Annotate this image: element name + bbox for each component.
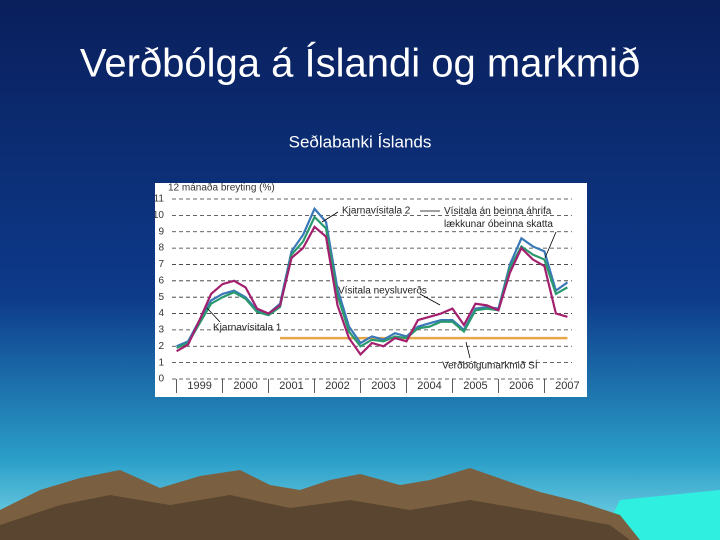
annotation-arrow — [419, 293, 441, 306]
target-label: Verðbólgumarkmið SÍ — [442, 359, 538, 372]
x-tick-label: 2003 — [371, 380, 395, 392]
y-tick-label: 3 — [158, 325, 164, 336]
chart-area — [155, 183, 587, 397]
x-tick-label: 2004 — [417, 380, 441, 392]
y-tick-label: 0 — [158, 374, 164, 385]
slide-title: Verðbólga á Íslandi og markmið — [80, 41, 640, 86]
y-tick-label: 8 — [158, 243, 164, 254]
chart: 12 mánaða breyting (%) 0 1 2 3 4 5 6 7 8 9 10 11 1999… — [153, 182, 580, 393]
series-line — [176, 225, 568, 357]
annotation-arrow — [544, 231, 557, 259]
y-tick-label: 2 — [158, 341, 164, 352]
legend-label: Vísitala neysluverðs — [338, 285, 427, 297]
annotation-arrow — [321, 211, 339, 223]
legend-label: Kjarnavísitala 2 — [342, 206, 411, 217]
annotation-arrow — [465, 341, 471, 359]
mountains-front — [0, 495, 630, 540]
y-tick-label: 11 — [154, 194, 165, 205]
x-tick-label: 2006 — [509, 380, 533, 392]
y-tick-label: 9 — [158, 226, 164, 237]
x-tick-label: 1999 — [187, 380, 211, 392]
y-tick-label: 5 — [158, 292, 164, 303]
x-tick-label: 2001 — [279, 380, 303, 392]
legend-label: Kjarnavísitala 1 — [213, 323, 282, 334]
x-tick-label: 2002 — [325, 380, 349, 392]
y-tick-label: 6 — [158, 275, 164, 286]
y-tick-label: 4 — [158, 308, 164, 319]
y-tick-label: 10 — [153, 210, 165, 221]
x-tick-label: 2007 — [555, 380, 579, 392]
slide-subtitle: Seðlabanki Íslands — [289, 132, 432, 151]
y-axis-label: 12 mánaða breyting (%) — [168, 182, 275, 194]
annotation: Vísitala án beinna áhrifa lækkunar óbeinn… — [444, 206, 553, 230]
y-tick-label: 7 — [158, 259, 164, 270]
x-tick-label: 2000 — [233, 380, 257, 392]
annotation-arrow — [206, 307, 221, 323]
y-tick-label: 1 — [158, 357, 164, 368]
x-tick-label: 2005 — [463, 380, 487, 392]
